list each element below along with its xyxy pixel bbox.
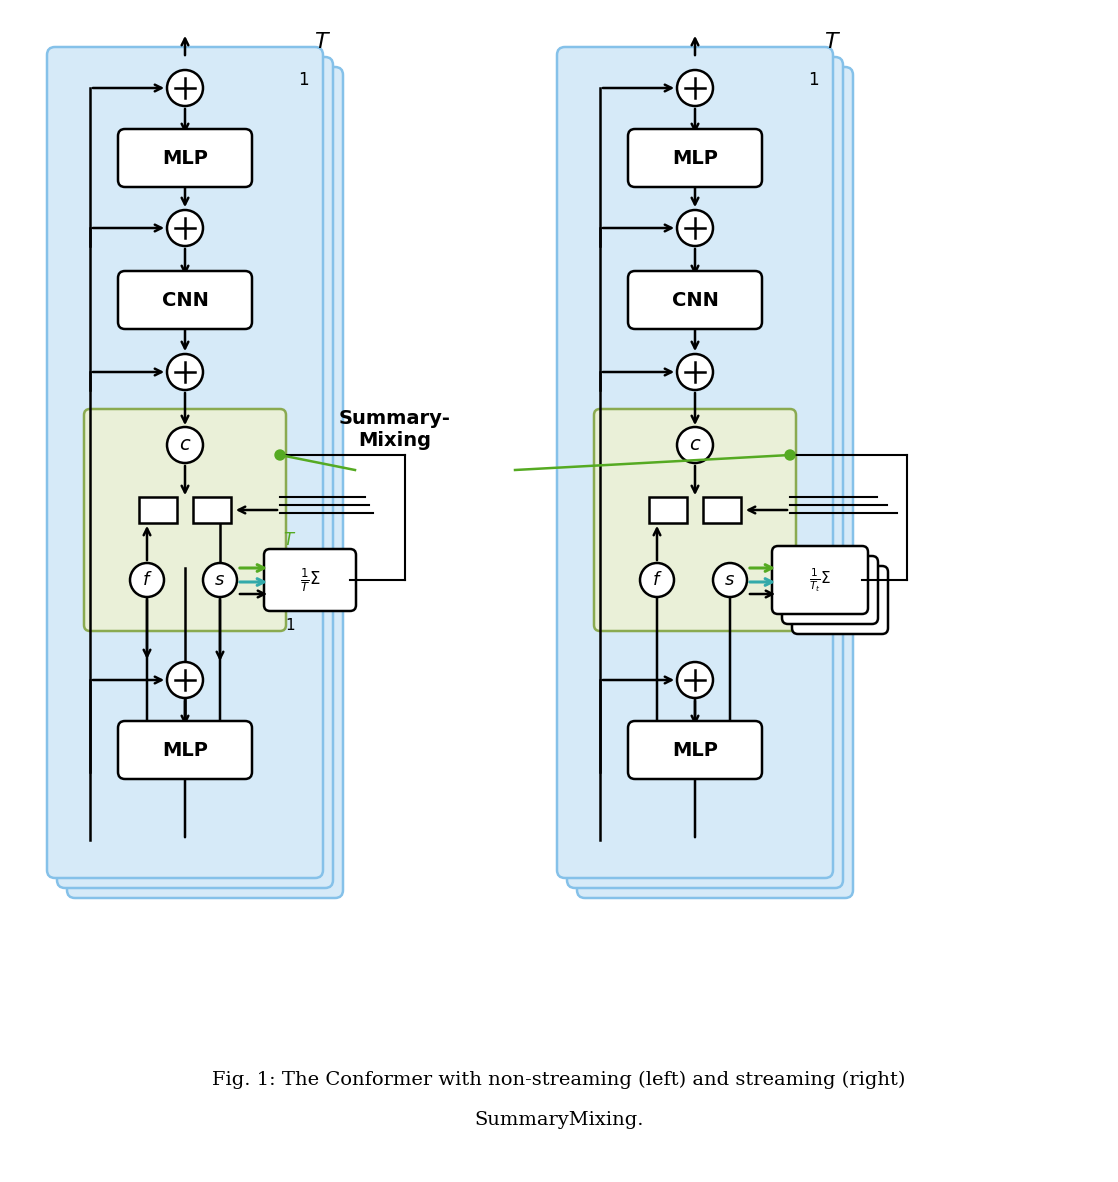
Text: MLP: MLP (162, 149, 208, 168)
Text: $T$: $T$ (824, 32, 842, 52)
Text: CNN: CNN (672, 291, 719, 310)
FancyBboxPatch shape (84, 409, 286, 631)
FancyBboxPatch shape (119, 271, 252, 329)
FancyBboxPatch shape (628, 271, 762, 329)
FancyBboxPatch shape (119, 129, 252, 187)
Bar (193, 496, 231, 522)
Text: $f$: $f$ (142, 571, 152, 589)
Circle shape (130, 563, 164, 597)
Text: MLP: MLP (162, 740, 208, 760)
FancyBboxPatch shape (557, 47, 833, 878)
Circle shape (167, 210, 203, 246)
Bar (650, 496, 686, 522)
FancyBboxPatch shape (781, 556, 878, 624)
Circle shape (275, 450, 285, 460)
Circle shape (678, 210, 713, 246)
Text: CNN: CNN (162, 291, 208, 310)
Circle shape (785, 450, 795, 460)
Text: $T$: $T$ (314, 32, 332, 52)
FancyBboxPatch shape (792, 566, 888, 634)
FancyBboxPatch shape (47, 47, 323, 878)
Text: $\frac{1}{T}\Sigma$: $\frac{1}{T}\Sigma$ (300, 566, 321, 593)
FancyBboxPatch shape (119, 721, 252, 779)
Text: $\frac{1}{T_t}\Sigma$: $\frac{1}{T_t}\Sigma$ (808, 566, 831, 593)
Circle shape (678, 70, 713, 106)
Circle shape (678, 662, 713, 699)
Circle shape (167, 427, 203, 463)
Circle shape (639, 563, 674, 597)
Bar (703, 496, 741, 522)
Text: $T$: $T$ (283, 531, 296, 548)
FancyBboxPatch shape (567, 57, 843, 888)
FancyBboxPatch shape (628, 129, 762, 187)
FancyBboxPatch shape (67, 67, 343, 898)
Text: $s$: $s$ (215, 571, 226, 589)
Circle shape (713, 563, 747, 597)
FancyBboxPatch shape (57, 57, 333, 888)
FancyBboxPatch shape (577, 67, 853, 898)
FancyBboxPatch shape (773, 546, 868, 613)
Circle shape (167, 353, 203, 390)
Text: $c$: $c$ (689, 435, 701, 455)
FancyBboxPatch shape (264, 548, 356, 611)
Circle shape (203, 563, 237, 597)
Text: $s$: $s$ (724, 571, 736, 589)
Text: MLP: MLP (672, 149, 718, 168)
Text: Summary-
Mixing: Summary- Mixing (339, 409, 451, 450)
Text: 1: 1 (297, 71, 309, 89)
Text: MLP: MLP (672, 740, 718, 760)
Text: Fig. 1: The Conformer with non-streaming (left) and streaming (right): Fig. 1: The Conformer with non-streaming… (212, 1071, 906, 1089)
Text: SummaryMixing.: SummaryMixing. (474, 1111, 644, 1129)
Text: 1: 1 (807, 71, 818, 89)
Text: $c$: $c$ (179, 435, 191, 455)
Circle shape (678, 353, 713, 390)
Text: 1: 1 (285, 618, 295, 634)
Circle shape (678, 427, 713, 463)
Text: $f$: $f$ (652, 571, 662, 589)
Circle shape (167, 70, 203, 106)
Bar (139, 496, 177, 522)
Circle shape (167, 662, 203, 699)
FancyBboxPatch shape (628, 721, 762, 779)
FancyBboxPatch shape (594, 409, 796, 631)
